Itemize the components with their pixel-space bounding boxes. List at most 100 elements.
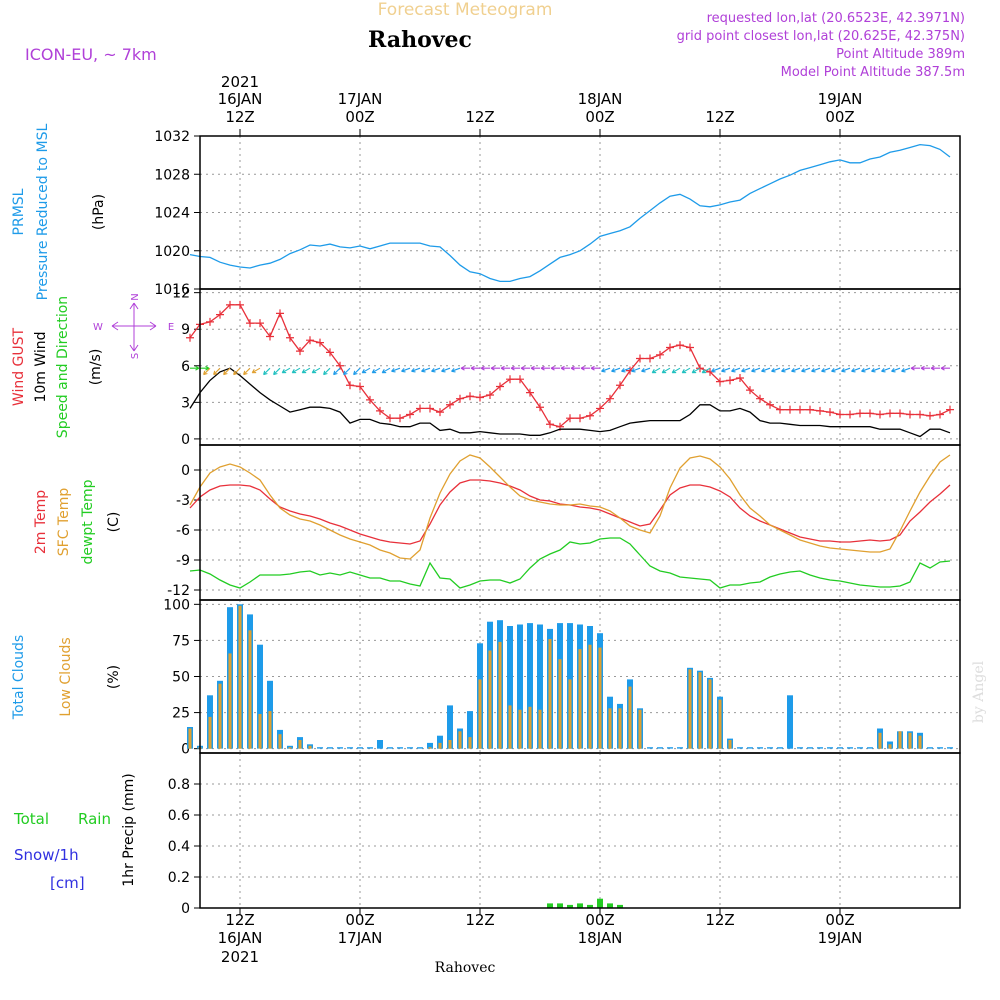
wind-direction-arrow [431,367,441,373]
pressure-unit-label: (hPa) [91,194,107,230]
bottom-time-label-hour: 12Z [705,911,734,929]
bar-clouds-1 [458,731,462,749]
bar-clouds-0 [347,747,353,749]
bar-clouds-1 [698,672,702,749]
gust-marker [746,386,754,395]
bar-clouds-0 [867,747,873,749]
bar-clouds-0 [927,747,933,749]
bar-clouds-0 [397,747,403,749]
y-tick-label: -3 [176,493,190,509]
gust-marker [566,414,574,423]
wind-direction-arrow [421,367,431,373]
bottom-time-label-hour: 12Z [465,911,494,929]
wind-direction-arrow [323,367,331,376]
wind-direction-arrow [651,367,661,374]
bar-clouds-0 [827,747,833,749]
gust-marker [936,410,944,419]
bar-clouds-0 [517,624,523,749]
wind-direction-arrow [641,367,651,373]
bar-clouds-0 [837,747,843,749]
wind-direction-arrow [861,367,871,373]
gust-marker [616,381,624,390]
wind-direction-arrow [671,367,681,374]
series-line-2m-temp [189,479,951,545]
bar-clouds-1 [288,747,292,749]
wind-direction-arrow [251,367,261,374]
bar-clouds-0 [947,747,953,749]
y-tick-label: 100 [163,597,190,613]
bar-clouds-0 [367,747,373,749]
bar-clouds-1 [488,650,492,749]
y-tick-label: 0 [181,432,190,448]
footer-location: Rahovec [435,960,496,976]
panel-clouds: 0 25 50 75 100 [163,597,961,758]
wind-direction-arrow [550,365,560,371]
series-line-sfc-temp [189,454,951,560]
gust-marker [756,394,764,403]
bar-clouds-0 [467,711,473,749]
bar-clouds-1 [898,731,902,749]
gust-marker [496,382,504,391]
wind-direction-arrow [930,365,940,371]
wind-direction-arrow [920,365,930,371]
gust-marker [476,393,484,402]
bar-clouds-1 [538,709,542,749]
gust-marker [676,341,684,350]
point-altitude: Point Altitude 389m [836,47,965,62]
bar-clouds-1 [528,706,532,749]
temperature-labels: 2m Temp SFC Temp dewpt Temp (C) [33,479,122,564]
y-tick-label: 0.4 [168,839,190,855]
wind-direction-arrow [621,367,631,373]
wind-direction-arrow [741,367,751,373]
bar-clouds-1 [598,647,602,749]
bar-clouds-0 [537,624,543,749]
bottom-time-label-hour: 12Z [225,911,254,929]
gust-marker [246,319,254,328]
wind-direction-arrow [353,367,361,376]
wind-direction-arrow [761,367,771,373]
gust-marker [946,405,954,414]
panel-precip: 0 0.2 0.4 0.6 0.8 [168,752,961,917]
bar-clouds-1 [588,644,592,749]
gust-marker [646,354,654,363]
bar-clouds-0 [857,747,863,749]
wind-direction-arrow [781,367,791,373]
gust-marker [886,409,894,418]
gust-marker [346,381,354,390]
gust-marker [266,332,274,341]
bottom-time-label-year: 2021 [221,948,259,966]
gust-marker [826,408,834,417]
gust-marker [876,410,884,419]
wind-direction-arrow [361,367,371,374]
gust-marker [736,373,744,382]
cloud-labels: Total Clouds Low Clouds (%) [11,635,122,720]
bar-clouds-0 [507,626,513,749]
wind-direction-arrow [751,367,761,373]
bar-precip-0 [577,903,583,908]
y-tick-label: -9 [176,553,190,569]
bar-clouds-1 [438,742,442,749]
bar-clouds-0 [447,705,453,749]
credit-label: by Angel [971,660,987,723]
gust-marker [666,343,674,352]
wind-unit-label: (m/s) [88,349,104,386]
wind-direction-arrow [821,367,831,373]
bar-clouds-0 [437,735,443,749]
panel-pressure: 1016 1020 1024 1028 1032 [154,129,961,298]
y-tick-label: 12 [172,286,190,302]
bar-clouds-0 [407,747,413,749]
bar-clouds-1 [638,709,642,749]
bar-clouds-0 [427,742,433,749]
gust-marker [376,406,384,415]
compass-west-label: W [93,322,103,333]
series-line-10m-wind [189,367,951,438]
wind-direction-arrow [711,367,721,373]
bar-clouds-1 [218,683,222,749]
bar-clouds-0 [807,747,813,749]
wind-direction-arrow [801,367,811,373]
bottom-time-label-hour: 00Z [585,911,614,929]
y-tick-label: 50 [172,670,190,686]
gust-marker [596,404,604,413]
